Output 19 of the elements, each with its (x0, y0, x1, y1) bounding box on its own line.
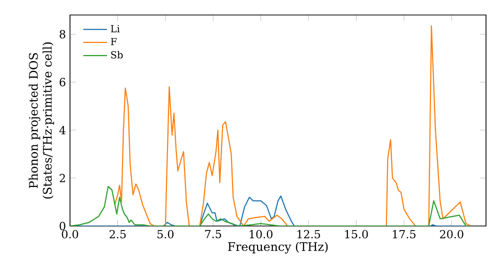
y-tick-label: 0 (60, 222, 66, 230)
x-tick-label: 2.5 (110, 230, 126, 238)
x-tick-label: 20.0 (440, 230, 464, 238)
y-tick-label: 4 (59, 126, 66, 134)
legend-label: Li (110, 25, 120, 32)
x-tick-label: 7.5 (205, 230, 222, 238)
x-tick-label: 0.0 (62, 230, 78, 238)
x-tick-label: 17.5 (392, 230, 416, 238)
y-axis-title: Phonon projected DOS (States/THz·primitive cell) (28, 42, 54, 199)
y-tick-label: 8 (60, 30, 66, 38)
legend-label: Sb (111, 50, 123, 58)
y-tick-label: 2 (60, 174, 65, 182)
x-tick-label: 12.5 (298, 230, 320, 238)
x-tick-label: 10.0 (250, 230, 272, 238)
y-tick-label: 6 (60, 78, 66, 86)
x-tick-label: 15.0 (345, 230, 368, 238)
x-axis-title: Frequency (THz) (228, 242, 328, 254)
legend-label: F (110, 38, 117, 46)
x-tick-label: 5.0 (158, 230, 174, 238)
